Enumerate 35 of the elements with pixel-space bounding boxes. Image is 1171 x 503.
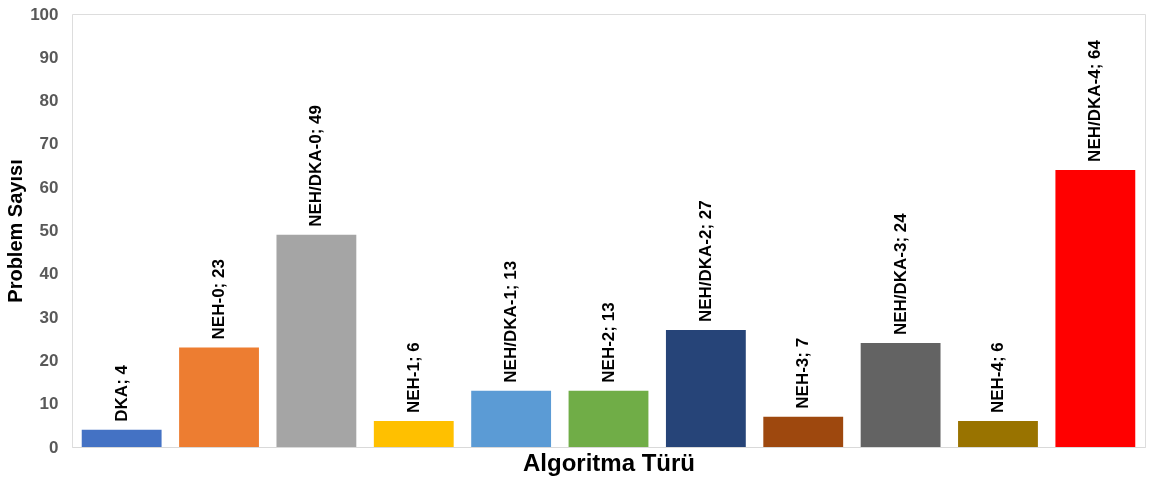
y-tick-label: 0	[49, 437, 59, 457]
bar	[81, 429, 162, 447]
y-axis-title: Problem Sayısı	[4, 159, 27, 303]
bar	[471, 390, 552, 447]
bar	[276, 234, 357, 447]
y-tick-label: 100	[30, 4, 59, 24]
y-tick-label: 20	[39, 350, 59, 370]
data-label: NEH-1; 6	[403, 342, 423, 414]
bar	[1055, 169, 1136, 447]
y-tick-label: 50	[39, 221, 59, 240]
bar	[763, 416, 844, 447]
data-label: NEH/DKA-3; 24	[890, 212, 910, 336]
y-tick-label: 40	[39, 264, 59, 284]
data-label: NEH-4; 6	[987, 342, 1007, 414]
bar	[373, 421, 454, 447]
data-label: NEH-3; 7	[793, 337, 813, 409]
y-tick-label: 80	[39, 91, 59, 111]
x-axis-title: Algoritma Türü	[523, 448, 695, 476]
y-tick-label: 90	[39, 47, 59, 67]
y-tick-label: 10	[39, 394, 59, 414]
y-tick-label: 30	[39, 307, 59, 327]
bar	[568, 390, 649, 447]
bar	[179, 347, 259, 447]
bar	[665, 330, 746, 447]
data-label: NEH/DKA-4; 64	[1085, 39, 1105, 162]
bar	[958, 421, 1038, 447]
data-label: NEH/DKA-2; 27	[695, 200, 715, 323]
data-label: NEH/DKA-0; 49	[306, 104, 326, 227]
data-label: DKA; 4	[111, 364, 131, 422]
data-label: NEH-0; 23	[209, 259, 229, 340]
y-tick-label: 60	[39, 177, 59, 197]
data-label: NEH/DKA-1; 13	[501, 260, 521, 383]
data-label: NEH-2; 13	[598, 302, 618, 383]
bar	[860, 343, 941, 447]
y-tick-label: 70	[39, 134, 59, 154]
